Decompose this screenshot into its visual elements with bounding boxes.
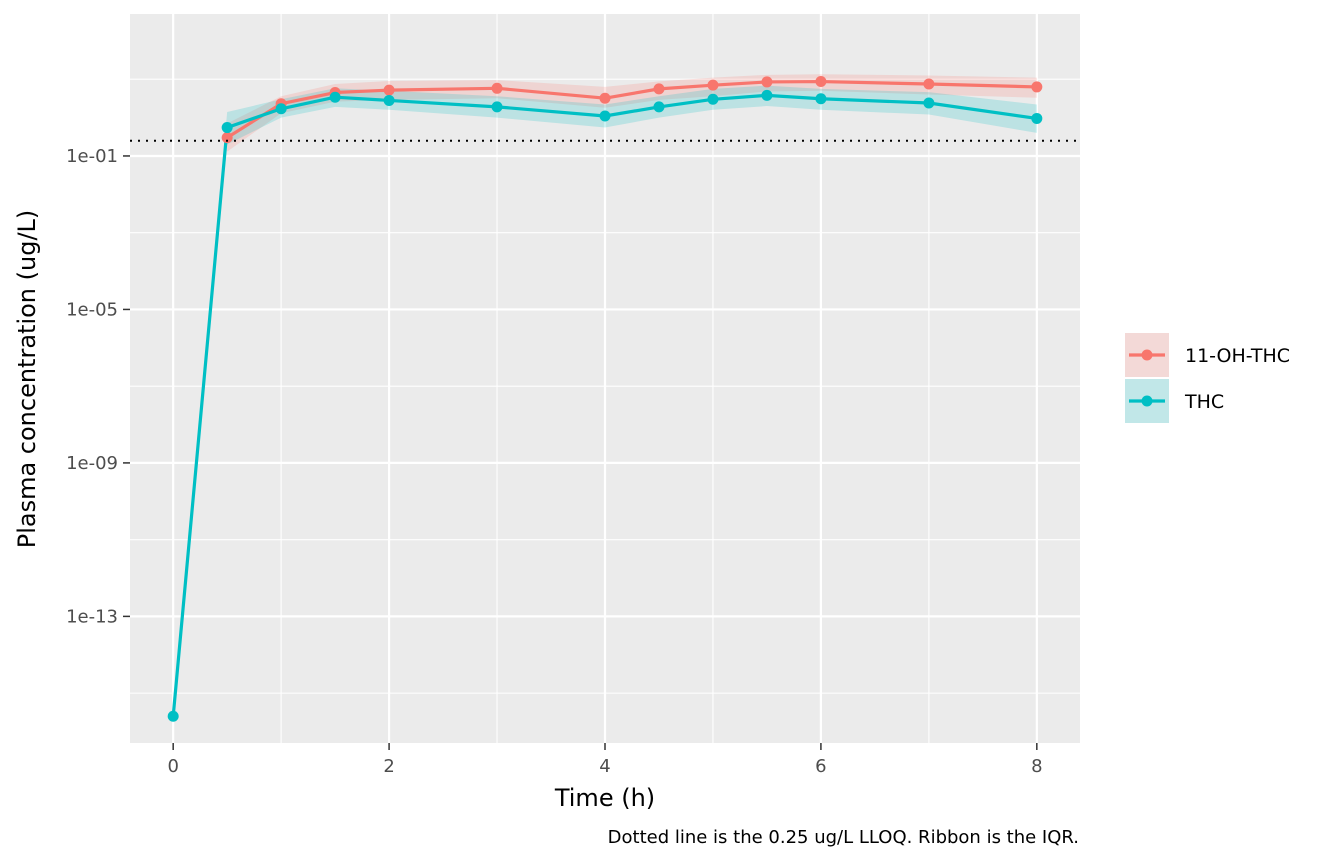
legend: 11-OH-THC THC — [1125, 333, 1290, 423]
point-11-oh-thc — [599, 92, 611, 104]
legend-label-11-oh-thc: 11-OH-THC — [1185, 345, 1290, 367]
point-11-oh-thc — [653, 83, 665, 95]
point-11-oh-thc — [761, 76, 773, 88]
y-axis-title: Plasma concentration (ug/L) — [13, 210, 41, 549]
point-thc — [491, 101, 503, 113]
point-thc — [221, 122, 233, 134]
point-thc — [815, 93, 827, 105]
ribbon-11-oh-thc — [227, 74, 1037, 152]
point-thc — [653, 101, 665, 113]
axis-ticks — [123, 155, 1038, 750]
point-11-oh-thc — [221, 132, 233, 144]
y-tick-label: 1e-01 — [66, 146, 118, 167]
point-11-oh-thc — [383, 84, 395, 96]
axis-tick-labels: 0 2 4 6 8 1e-01 1e-05 1e-09 1e-13 — [66, 146, 1042, 777]
x-tick-label: 0 — [167, 756, 178, 777]
point-thc — [329, 91, 341, 103]
x-tick-label: 4 — [599, 756, 610, 777]
point-11-oh-thc — [815, 76, 827, 88]
x-tick-label: 6 — [815, 756, 826, 777]
y-tick-label: 1e-09 — [66, 453, 118, 474]
point-thc — [1031, 112, 1043, 124]
point-11-oh-thc — [1031, 81, 1043, 93]
point-thc — [599, 110, 611, 122]
point-thc — [761, 89, 773, 101]
point-thc — [383, 94, 395, 106]
major-gridlines — [130, 14, 1080, 743]
series-points — [167, 76, 1043, 722]
x-tick-label: 8 — [1031, 756, 1042, 777]
x-tick-label: 2 — [383, 756, 394, 777]
legend-key-point-11-oh-thc — [1141, 349, 1153, 361]
point-thc — [275, 103, 287, 115]
iqr-ribbons — [173, 74, 1037, 717]
y-tick-label: 1e-05 — [66, 299, 118, 320]
point-11-oh-thc — [707, 79, 719, 91]
point-thc — [923, 97, 935, 109]
chart-caption: Dotted line is the 0.25 ug/L LLOQ. Ribbo… — [608, 827, 1079, 848]
point-thc — [707, 93, 719, 105]
legend-label-thc: THC — [1184, 391, 1224, 413]
legend-key-point-thc — [1141, 395, 1153, 407]
line-11-oh-thc — [226, 79, 1037, 140]
y-tick-label: 1e-13 — [66, 606, 118, 627]
point-11-oh-thc — [923, 78, 935, 90]
point-11-oh-thc — [491, 82, 503, 94]
point-thc — [167, 710, 179, 722]
x-axis-title: Time (h) — [554, 784, 655, 812]
